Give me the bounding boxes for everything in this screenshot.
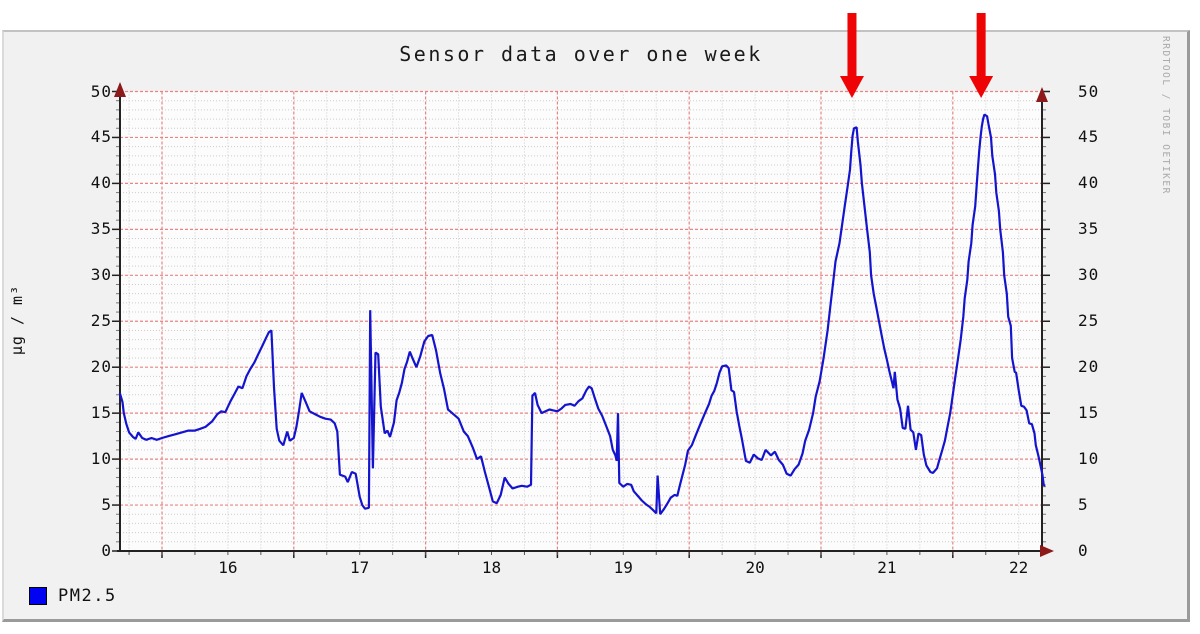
y-tick-label-left: 20 bbox=[90, 357, 112, 377]
y-tick-label-right: 5 bbox=[1078, 495, 1089, 515]
y-tick-label-left: 0 bbox=[101, 541, 112, 560]
y-tick-label-right: 10 bbox=[1078, 449, 1100, 469]
y-tick-label-left: 10 bbox=[90, 449, 112, 469]
pm25-legend-swatch-icon bbox=[29, 587, 47, 605]
x-tick-label: 16 bbox=[218, 558, 238, 577]
y-tick-label-left: 15 bbox=[90, 403, 112, 423]
pm25-line-series bbox=[118, 113, 1046, 515]
legend: PM2.5 bbox=[29, 586, 117, 606]
x-tick-label: 17 bbox=[350, 558, 370, 577]
chart-title: Sensor data over one week bbox=[399, 42, 763, 66]
right-axis-arrow-icon bbox=[1036, 87, 1048, 102]
left-axis-arrow-icon bbox=[114, 82, 126, 97]
x-axis-arrow-icon bbox=[1040, 545, 1054, 557]
x-tick-label: 19 bbox=[613, 558, 633, 577]
y-tick-label-left: 50 bbox=[90, 81, 112, 101]
peak-annotation-arrow-2-icon bbox=[969, 76, 994, 98]
y-tick-label-right: 40 bbox=[1078, 173, 1100, 193]
peak-annotation-arrow-shaft bbox=[847, 13, 857, 77]
y-axis-label: µg / m³ bbox=[8, 284, 26, 356]
peak-annotation-arrow-1-icon bbox=[839, 76, 864, 98]
x-tick-label: 18 bbox=[481, 558, 502, 577]
y-tick-label-right: 25 bbox=[1078, 311, 1100, 331]
y-tick-label-left: 25 bbox=[90, 311, 112, 331]
y-tick-label-right: 50 bbox=[1078, 81, 1100, 101]
y-tick-label-right: 15 bbox=[1078, 403, 1100, 423]
y-tick-label-right: 20 bbox=[1078, 357, 1100, 377]
peak-annotation-arrow-shaft bbox=[976, 13, 986, 77]
y-tick-label-left: 35 bbox=[90, 219, 112, 239]
y-tick-label-right: 35 bbox=[1078, 219, 1100, 239]
pm25-legend-label: PM2.5 bbox=[58, 586, 117, 606]
y-tick-label-left: 40 bbox=[90, 173, 112, 193]
x-tick-label: 21 bbox=[877, 558, 897, 577]
y-tick-label-right: 45 bbox=[1078, 127, 1100, 147]
y-tick-label-right: 0 bbox=[1078, 541, 1089, 560]
rrdtool-watermark: RRDTOOL / TOBI OETIKER bbox=[1160, 36, 1171, 195]
x-tick-label: 22 bbox=[1009, 558, 1029, 577]
y-tick-label-left: 30 bbox=[90, 265, 112, 285]
y-tick-label-left: 45 bbox=[90, 127, 112, 147]
y-tick-label-right: 30 bbox=[1078, 265, 1100, 285]
x-tick-label: 20 bbox=[745, 558, 765, 577]
y-tick-label-left: 5 bbox=[101, 495, 112, 515]
